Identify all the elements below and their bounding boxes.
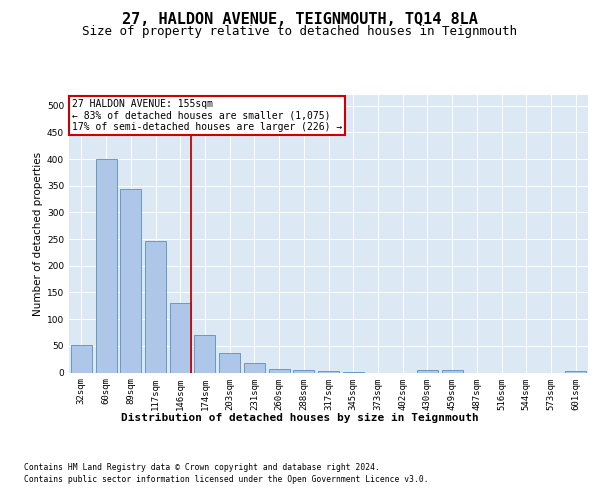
Bar [442, 370, 463, 372]
Bar [219, 354, 240, 372]
Bar [145, 241, 166, 372]
Bar [95, 158, 116, 372]
Bar [417, 370, 438, 372]
Text: 27, HALDON AVENUE, TEIGNMOUTH, TQ14 8LA: 27, HALDON AVENUE, TEIGNMOUTH, TQ14 8LA [122, 12, 478, 28]
Text: Distribution of detached houses by size in Teignmouth: Distribution of detached houses by size … [121, 412, 479, 422]
Bar [170, 303, 191, 372]
Bar [194, 335, 215, 372]
Bar [565, 371, 586, 372]
Text: Contains HM Land Registry data © Crown copyright and database right 2024.: Contains HM Land Registry data © Crown c… [24, 462, 380, 471]
Text: 27 HALDON AVENUE: 155sqm
← 83% of detached houses are smaller (1,075)
17% of sem: 27 HALDON AVENUE: 155sqm ← 83% of detach… [71, 99, 342, 132]
Text: Size of property relative to detached houses in Teignmouth: Size of property relative to detached ho… [83, 25, 517, 38]
Bar [244, 364, 265, 372]
Bar [293, 370, 314, 372]
Bar [71, 346, 92, 372]
Bar [120, 190, 141, 372]
Y-axis label: Number of detached properties: Number of detached properties [33, 152, 43, 316]
Bar [269, 370, 290, 372]
Text: Contains public sector information licensed under the Open Government Licence v3: Contains public sector information licen… [24, 475, 428, 484]
